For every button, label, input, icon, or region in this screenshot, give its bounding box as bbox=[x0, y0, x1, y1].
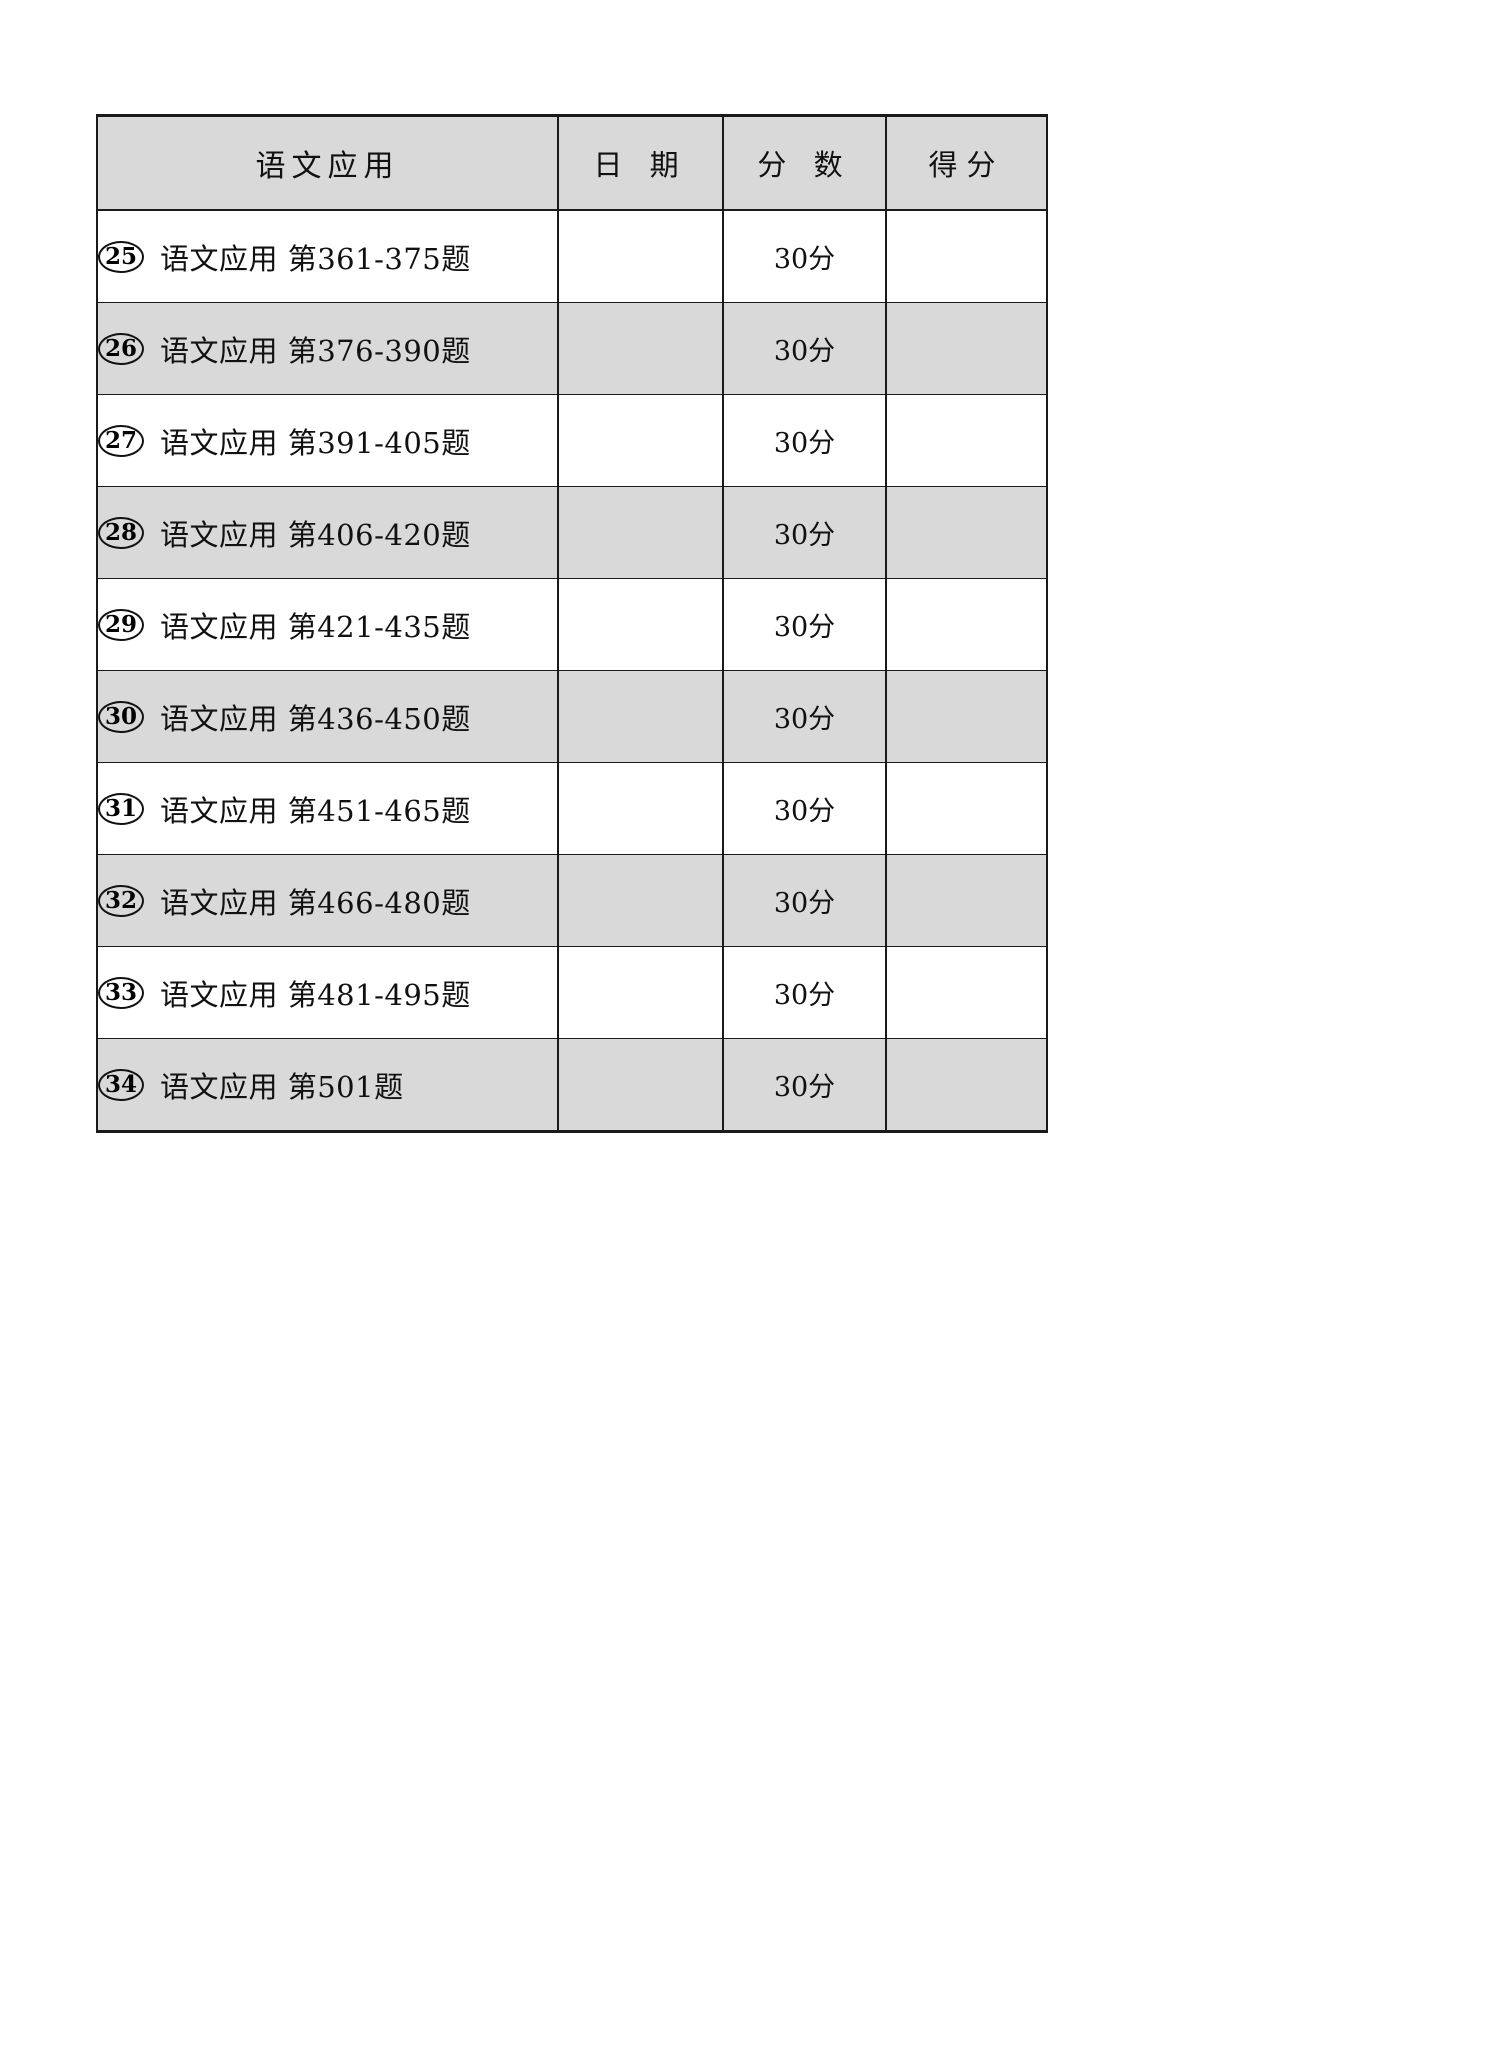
circled-number-badge: 30 bbox=[98, 700, 144, 733]
cell-score: 30分 bbox=[722, 670, 887, 763]
item-label: 语文应用 第376-390题 bbox=[160, 333, 471, 368]
circled-number-badge: 31 bbox=[98, 792, 144, 825]
item-inner: 33 语文应用 第481-495题 bbox=[98, 972, 557, 1014]
item-inner: 29 语文应用 第421-435题 bbox=[98, 604, 557, 646]
column-header-date: 日 期 bbox=[557, 114, 724, 211]
circled-number-badge: 34 bbox=[98, 1068, 144, 1101]
item-label: 语文应用 第421-435题 bbox=[160, 609, 471, 644]
table-row: 32 语文应用 第466-480题 30分 bbox=[96, 854, 1048, 947]
cell-item: 26 语文应用 第376-390题 bbox=[96, 302, 559, 395]
cell-score: 30分 bbox=[722, 209, 887, 303]
table-row: 29 语文应用 第421-435题 30分 bbox=[96, 578, 1048, 671]
table-row: 31 语文应用 第451-465题 30分 bbox=[96, 762, 1048, 855]
table-row: 28 语文应用 第406-420题 30分 bbox=[96, 486, 1048, 579]
grade-table: 语文应用 日 期 分 数 得分 25 语文应用 第361-375题 30分 26 语文应… bbox=[96, 114, 1048, 1133]
item-inner: 25 语文应用 第361-375题 bbox=[98, 236, 557, 278]
table-body: 25 语文应用 第361-375题 30分 26 语文应用 第376-390题 30分 27… bbox=[96, 209, 1048, 1133]
table-row: 30 语文应用 第436-450题 30分 bbox=[96, 670, 1048, 763]
circled-number-badge: 33 bbox=[98, 976, 144, 1009]
circled-number-badge: 29 bbox=[98, 608, 144, 641]
item-inner: 27 语文应用 第391-405题 bbox=[98, 420, 557, 462]
cell-item: 28 语文应用 第406-420题 bbox=[96, 486, 559, 579]
cell-got[interactable] bbox=[885, 1038, 1048, 1133]
cell-item: 30 语文应用 第436-450题 bbox=[96, 670, 559, 763]
cell-score: 30分 bbox=[722, 762, 887, 855]
cell-score: 30分 bbox=[722, 486, 887, 579]
cell-date[interactable] bbox=[557, 946, 724, 1039]
cell-date[interactable] bbox=[557, 302, 724, 395]
cell-got[interactable] bbox=[885, 394, 1048, 487]
item-label: 语文应用 第391-405题 bbox=[160, 425, 471, 460]
circled-number-badge: 28 bbox=[98, 516, 144, 549]
item-label: 语文应用 第451-465题 bbox=[160, 793, 471, 828]
item-label: 语文应用 第361-375题 bbox=[160, 241, 471, 276]
item-label: 语文应用 第481-495题 bbox=[160, 977, 471, 1012]
cell-got[interactable] bbox=[885, 302, 1048, 395]
cell-got[interactable] bbox=[885, 946, 1048, 1039]
cell-date[interactable] bbox=[557, 762, 724, 855]
item-inner: 28 语文应用 第406-420题 bbox=[98, 512, 557, 554]
cell-got[interactable] bbox=[885, 762, 1048, 855]
circled-number-badge: 27 bbox=[98, 424, 144, 457]
cell-got[interactable] bbox=[885, 670, 1048, 763]
cell-score: 30分 bbox=[722, 854, 887, 947]
item-inner: 34 语文应用 第501题 bbox=[98, 1064, 557, 1106]
cell-date[interactable] bbox=[557, 578, 724, 671]
cell-score: 30分 bbox=[722, 578, 887, 671]
item-inner: 26 语文应用 第376-390题 bbox=[98, 328, 557, 370]
item-inner: 32 语文应用 第466-480题 bbox=[98, 880, 557, 922]
column-header-score: 分 数 bbox=[722, 114, 887, 211]
table-row: 33 语文应用 第481-495题 30分 bbox=[96, 946, 1048, 1039]
table-row: 34 语文应用 第501题 30分 bbox=[96, 1038, 1048, 1133]
cell-got[interactable] bbox=[885, 486, 1048, 579]
cell-item: 29 语文应用 第421-435题 bbox=[96, 578, 559, 671]
cell-got[interactable] bbox=[885, 578, 1048, 671]
table-row: 26 语文应用 第376-390题 30分 bbox=[96, 302, 1048, 395]
cell-item: 27 语文应用 第391-405题 bbox=[96, 394, 559, 487]
item-label: 语文应用 第406-420题 bbox=[160, 517, 471, 552]
table-row: 25 语文应用 第361-375题 30分 bbox=[96, 209, 1048, 303]
grade-sheet: 语文应用 日 期 分 数 得分 25 语文应用 第361-375题 30分 26 语文应… bbox=[96, 114, 1048, 1133]
cell-date[interactable] bbox=[557, 854, 724, 947]
item-inner: 31 语文应用 第451-465题 bbox=[98, 788, 557, 830]
cell-score: 30分 bbox=[722, 302, 887, 395]
circled-number-badge: 26 bbox=[98, 332, 144, 365]
cell-score: 30分 bbox=[722, 394, 887, 487]
cell-got[interactable] bbox=[885, 854, 1048, 947]
item-label: 语文应用 第466-480题 bbox=[160, 885, 471, 920]
cell-date[interactable] bbox=[557, 670, 724, 763]
table-header-row: 语文应用 日 期 分 数 得分 bbox=[96, 114, 1048, 211]
column-header-title: 语文应用 bbox=[96, 114, 559, 211]
cell-item: 25 语文应用 第361-375题 bbox=[96, 209, 559, 303]
cell-score: 30分 bbox=[722, 1038, 887, 1133]
table-row: 27 语文应用 第391-405题 30分 bbox=[96, 394, 1048, 487]
column-header-got: 得分 bbox=[885, 114, 1048, 211]
cell-date[interactable] bbox=[557, 486, 724, 579]
item-inner: 30 语文应用 第436-450题 bbox=[98, 696, 557, 738]
cell-date[interactable] bbox=[557, 394, 724, 487]
item-label: 语文应用 第501题 bbox=[160, 1069, 404, 1104]
item-label: 语文应用 第436-450题 bbox=[160, 701, 471, 736]
cell-date[interactable] bbox=[557, 209, 724, 303]
cell-got[interactable] bbox=[885, 209, 1048, 303]
cell-date[interactable] bbox=[557, 1038, 724, 1133]
cell-item: 32 语文应用 第466-480题 bbox=[96, 854, 559, 947]
cell-score: 30分 bbox=[722, 946, 887, 1039]
circled-number-badge: 32 bbox=[98, 884, 144, 917]
cell-item: 34 语文应用 第501题 bbox=[96, 1038, 559, 1133]
cell-item: 33 语文应用 第481-495题 bbox=[96, 946, 559, 1039]
cell-item: 31 语文应用 第451-465题 bbox=[96, 762, 559, 855]
circled-number-badge: 25 bbox=[98, 240, 144, 273]
